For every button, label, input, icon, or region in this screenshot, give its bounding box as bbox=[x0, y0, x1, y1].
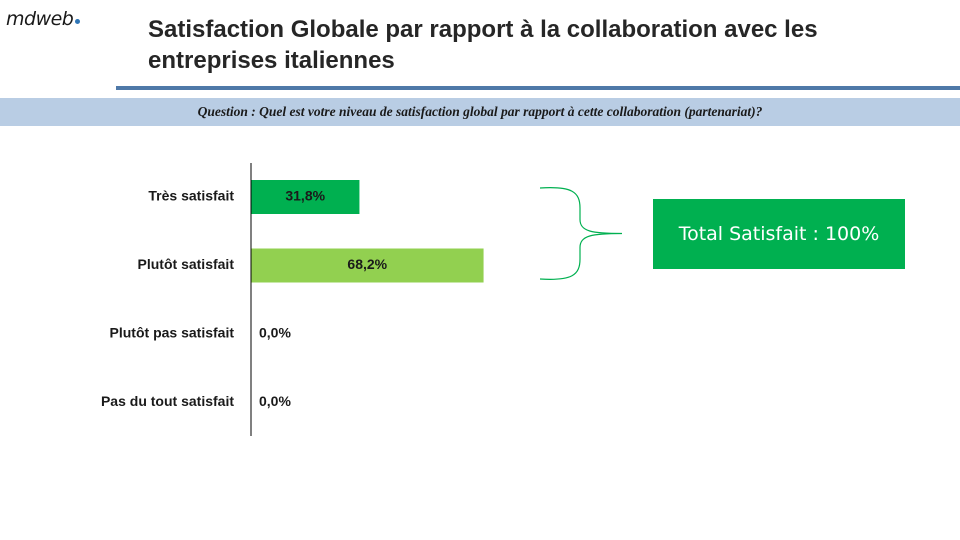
question-banner: Question : Quel est votre niveau de sati… bbox=[0, 98, 960, 126]
satisfied-brace bbox=[539, 187, 623, 280]
logo-text: mdweb bbox=[6, 8, 74, 30]
satisfaction-bar-chart: Très satisfait Plutôt satisfait Plutôt pas… bbox=[101, 163, 623, 436]
title-underline bbox=[116, 86, 960, 90]
value-labels: 31,8% 68,2% 0,0% 0,0% bbox=[259, 188, 388, 410]
value-label-tres-satisfait: 31,8% bbox=[285, 188, 325, 204]
total-satisfied-box: Total Satisfait : 100% bbox=[653, 199, 905, 269]
category-label-tres-satisfait: Très satisfait bbox=[148, 188, 234, 204]
bar-plutot-satisfait bbox=[251, 248, 484, 283]
category-label-plutot-satisfait: Plutôt satisfait bbox=[138, 256, 235, 272]
mdweb-logo: mdweb bbox=[6, 8, 81, 30]
category-label-plutot-pas-satisfait: Plutôt pas satisfait bbox=[110, 325, 235, 341]
question-text: Question : Quel est votre niveau de sati… bbox=[197, 104, 763, 119]
category-label-pas-du-tout-satisfait: Pas du tout satisfait bbox=[101, 393, 234, 409]
bar-tres-satisfait bbox=[251, 180, 360, 214]
value-label-pas-du-tout-satisfait: 0,0% bbox=[259, 393, 291, 409]
value-label-plutot-pas-satisfait: 0,0% bbox=[259, 325, 291, 341]
category-labels: Très satisfait Plutôt satisfait Plutôt pas… bbox=[101, 188, 234, 410]
bars bbox=[251, 180, 484, 283]
logo-dot bbox=[75, 19, 81, 24]
page-title: Satisfaction Globale par rapport à la co… bbox=[148, 16, 818, 74]
total-satisfied-text: Total Satisfait : 100% bbox=[678, 223, 880, 245]
value-label-plutot-satisfait: 68,2% bbox=[347, 256, 387, 272]
